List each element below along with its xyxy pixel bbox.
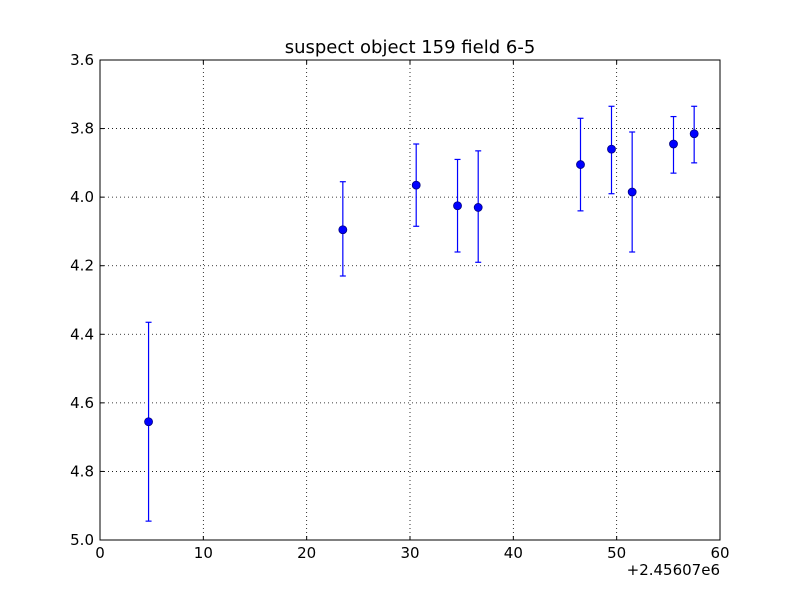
data-point: [627, 187, 637, 197]
data-point: [576, 160, 585, 169]
x-tick-label: 30: [400, 544, 419, 562]
data-point: [338, 225, 348, 235]
axis-ticks: 0 10 20 30 40 50 60 3.6 3.8 4.0 4.2 4.4 4.6 4.8 5.0: [70, 51, 729, 562]
x-tick-label: 60: [710, 544, 729, 562]
x-tick-label: 20: [297, 544, 316, 562]
data-point: [144, 417, 153, 427]
data-point: [411, 180, 421, 190]
data-point: [689, 129, 699, 139]
y-tick-label: 4.8: [70, 462, 94, 480]
data-point: [473, 203, 483, 212]
chart-title: suspect object 159 field 6-5: [285, 37, 536, 58]
x-tick-label: 50: [607, 544, 626, 562]
data-point: [453, 201, 462, 211]
x-axis-offset-label: +2.45607e6: [627, 561, 720, 579]
grid: [100, 60, 720, 540]
y-tick-label: 4.6: [70, 394, 94, 412]
y-tick-label: 3.8: [70, 120, 94, 138]
x-tick-label: 40: [504, 544, 523, 562]
data-series: [144, 105, 699, 522]
data-point: [669, 139, 678, 149]
data-point: [607, 144, 616, 154]
y-tick-label: 5.0: [70, 531, 94, 549]
y-tick-label: 4.2: [70, 257, 94, 275]
x-tick-label: 10: [194, 544, 213, 562]
x-tick-label: 0: [95, 544, 105, 562]
y-tick-label: 4.0: [70, 188, 94, 206]
y-tick-label: 3.6: [70, 51, 94, 69]
y-tick-label: 4.4: [70, 325, 94, 343]
